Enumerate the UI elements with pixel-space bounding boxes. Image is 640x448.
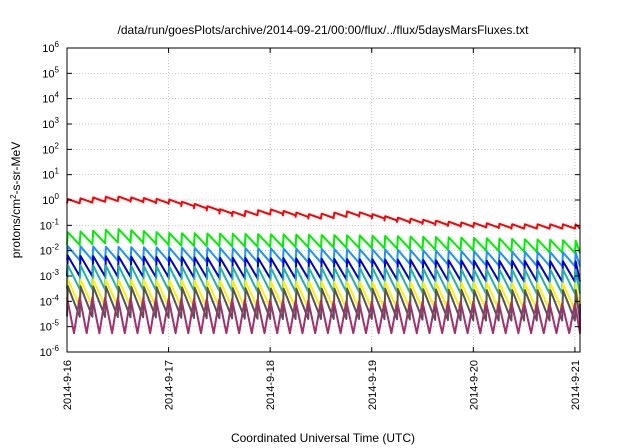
series-layer [66, 195, 581, 335]
x-tick-label: 2014-9-16 [62, 360, 74, 410]
y-tick-label: 106 [42, 40, 59, 55]
series-line-1 [66, 195, 581, 230]
y-tick-label: 10-5 [40, 319, 60, 334]
series-line-8 [66, 296, 581, 335]
y-tick-label: 10-1 [40, 217, 60, 232]
y-tick-label: 100 [42, 192, 59, 207]
x-tick-label: 2014-9-17 [164, 360, 176, 410]
y-axis-label: protons/cm2-s-sr-MeV [9, 142, 23, 258]
series-line-7 [66, 285, 581, 322]
y-tick-label: 101 [42, 167, 59, 182]
y-tick-label: 10-4 [40, 293, 60, 308]
y-tick-label: 10-2 [40, 243, 60, 258]
x-tick-label: 2014-9-19 [367, 360, 379, 410]
chart-title: /data/run/goesPlots/archive/2014-09-21/0… [118, 23, 530, 37]
y-tick-label: 103 [42, 116, 59, 131]
y-tick-label: 105 [42, 65, 59, 80]
x-tick-label: 2014-9-21 [570, 360, 582, 410]
y-tick-label: 10-3 [40, 268, 60, 283]
y-tick-label: 104 [42, 91, 59, 106]
y-tick-label: 10-6 [40, 344, 60, 359]
x-tick-label: 2014-9-20 [468, 360, 480, 410]
x-axis-label: Coordinated Universal Time (UTC) [231, 431, 415, 445]
y-tick-label: 102 [42, 141, 59, 156]
x-tick-label: 2014-9-18 [265, 360, 277, 410]
axes: 10-6 10-5 10-4 10-3 10-2 10-1 100 101 102 103 104 1… [40, 40, 582, 410]
